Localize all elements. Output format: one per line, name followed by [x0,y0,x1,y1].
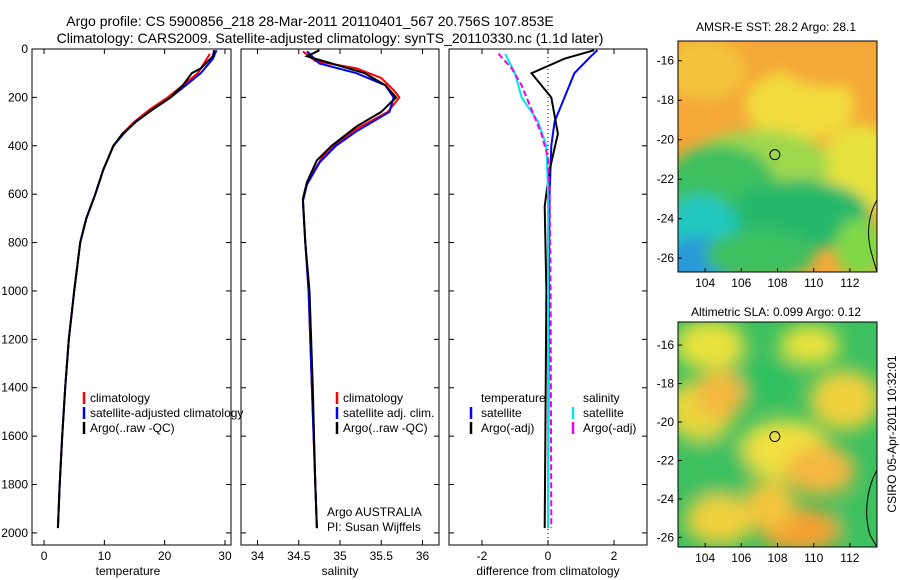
map-y-tick-label: -16 [657,338,675,352]
x-tick-label: 30 [218,549,232,563]
map-x-tick-label: 108 [767,551,787,565]
legend-title-salinity: salinity [583,391,620,405]
y-tick-label: 1800 [1,478,28,492]
sst-map-image [678,41,877,272]
argo-location-marker [769,431,781,443]
series-line-satellite [301,50,395,529]
annotation-pi: PI: Susan Wijffels [327,520,421,534]
salinity-legend: climatology satellite adj. clim. Argo(..… [335,391,434,435]
legend-label-satellite: satellite-adjusted climatology [90,406,243,420]
map-y-tick-label: -20 [657,415,675,429]
figure-title-line1: Argo profile: CS 5900856_218 28-Mar-2011… [66,13,554,29]
y-tick-label: 2000 [1,526,28,540]
map-x-tick-label: 106 [731,551,751,565]
x-tick-label: 35.5 [370,549,394,563]
map-x-tick-label: 108 [767,276,787,290]
timestamp-stamp: CSIRO 05-Apr-2011 10:32:01 [885,355,899,513]
salinity-axes-box [240,48,440,546]
coastline [866,469,877,547]
map-y-tick-label: -16 [657,54,675,68]
map-y-tick-label: -22 [657,172,675,186]
map-y-tick-label: -26 [657,251,675,265]
map-y-tick-label: -18 [657,377,675,391]
legend-label-climatology: climatology [90,391,150,405]
difference-xlabel: difference from climatology [476,564,619,578]
map-y-tick-label: -24 [657,212,675,226]
y-tick-label: 600 [8,187,28,201]
map-x-tick-label: 112 [840,276,859,290]
y-tick-label: 1200 [1,332,28,346]
map-x-tick-label: 104 [695,551,715,565]
x-tick-label: 10 [98,549,112,563]
x-tick-label: 36 [416,549,430,563]
legend-label-sal-satellite: satellite [583,406,624,420]
y-tick-label: 1000 [1,284,28,298]
map-y-tick-label: -24 [657,492,675,506]
x-tick-label: 2 [611,549,618,563]
map-x-tick-label: 106 [731,276,751,290]
y-tick-label: 400 [8,139,28,153]
legend-label-sal-argo: Argo(-adj) [583,421,636,435]
legend-label-argo: Argo(..raw -QC) [343,421,428,435]
map-y-tick-label: -26 [657,530,675,544]
difference-legend: temperature salinity satellite satellite… [469,391,636,435]
legend-label-argo: Argo(..raw -QC) [90,421,175,435]
argo-location-marker [769,149,781,161]
x-tick-label: 34.5 [287,549,311,563]
y-tick-label: 200 [8,90,28,104]
salinity-panel: 34 34.5 35 35.5 36 [240,48,440,563]
sst-map-axes: 104 106 108 110 112 -16 -18 -20 -22 -24 -26 [657,54,860,290]
x-tick-label: -2 [477,549,488,563]
temperature-panel: 0 10 20 30 0 200 400 600 800 1000 1200 1400 1600 1800… [1,42,232,563]
legend-label-temp-argo: Argo(-adj) [481,421,534,435]
map-y-tick-label: -18 [657,93,675,107]
map-x-tick-label: 104 [695,276,715,290]
x-tick-label: 20 [158,549,172,563]
legend-title-temperature: temperature [481,391,546,405]
annotation-argo-australia: Argo AUSTRALIA [327,505,422,519]
series-line-temp-argo [529,49,595,529]
y-tick-label: 0 [21,42,28,56]
x-tick-label: 34 [251,549,265,563]
legend-label-climatology: climatology [343,391,403,405]
x-tick-label: 35 [333,549,347,563]
difference-panel: -2 0 2 [448,48,648,563]
sla-map-image [678,322,877,547]
temperature-legend: climatology satellite-adjusted climatolo… [82,391,243,435]
series-line-argo [301,49,398,529]
temperature-axes-box [31,48,232,546]
map-y-tick-label: -20 [657,133,675,147]
sst-map-title: AMSR-E SST: 28.2 Argo: 28.1 [696,20,856,34]
series-line-sal-argo [497,53,553,529]
series-line-sal-satellite [504,53,549,529]
map-x-tick-label: 112 [840,551,859,565]
legend-label-satellite: satellite adj. clim. [343,406,434,420]
y-tick-label: 1400 [1,381,28,395]
x-tick-label: 0 [545,549,552,563]
sla-map-axes: 104 106 108 110 112 -16 -18 -20 -22 -24 -26 [657,338,860,565]
sla-map-title: Altimetric SLA: 0.099 Argo: 0.12 [691,305,861,319]
map-y-tick-label: -22 [657,453,675,467]
temperature-xlabel: temperature [96,564,161,578]
y-tick-label: 800 [8,236,28,250]
figure-title-line2: Climatology: CARS2009. Satellite-adjuste… [57,30,604,46]
salinity-xlabel: salinity [322,564,359,578]
series-line-climatology [301,50,401,529]
x-tick-label: 0 [41,549,48,563]
map-x-tick-label: 110 [804,276,823,290]
legend-label-temp-satellite: satellite [481,406,522,420]
series-line-argo [56,50,216,529]
map-x-tick-label: 110 [804,551,823,565]
y-tick-label: 1600 [1,429,28,443]
coastline [868,199,877,272]
